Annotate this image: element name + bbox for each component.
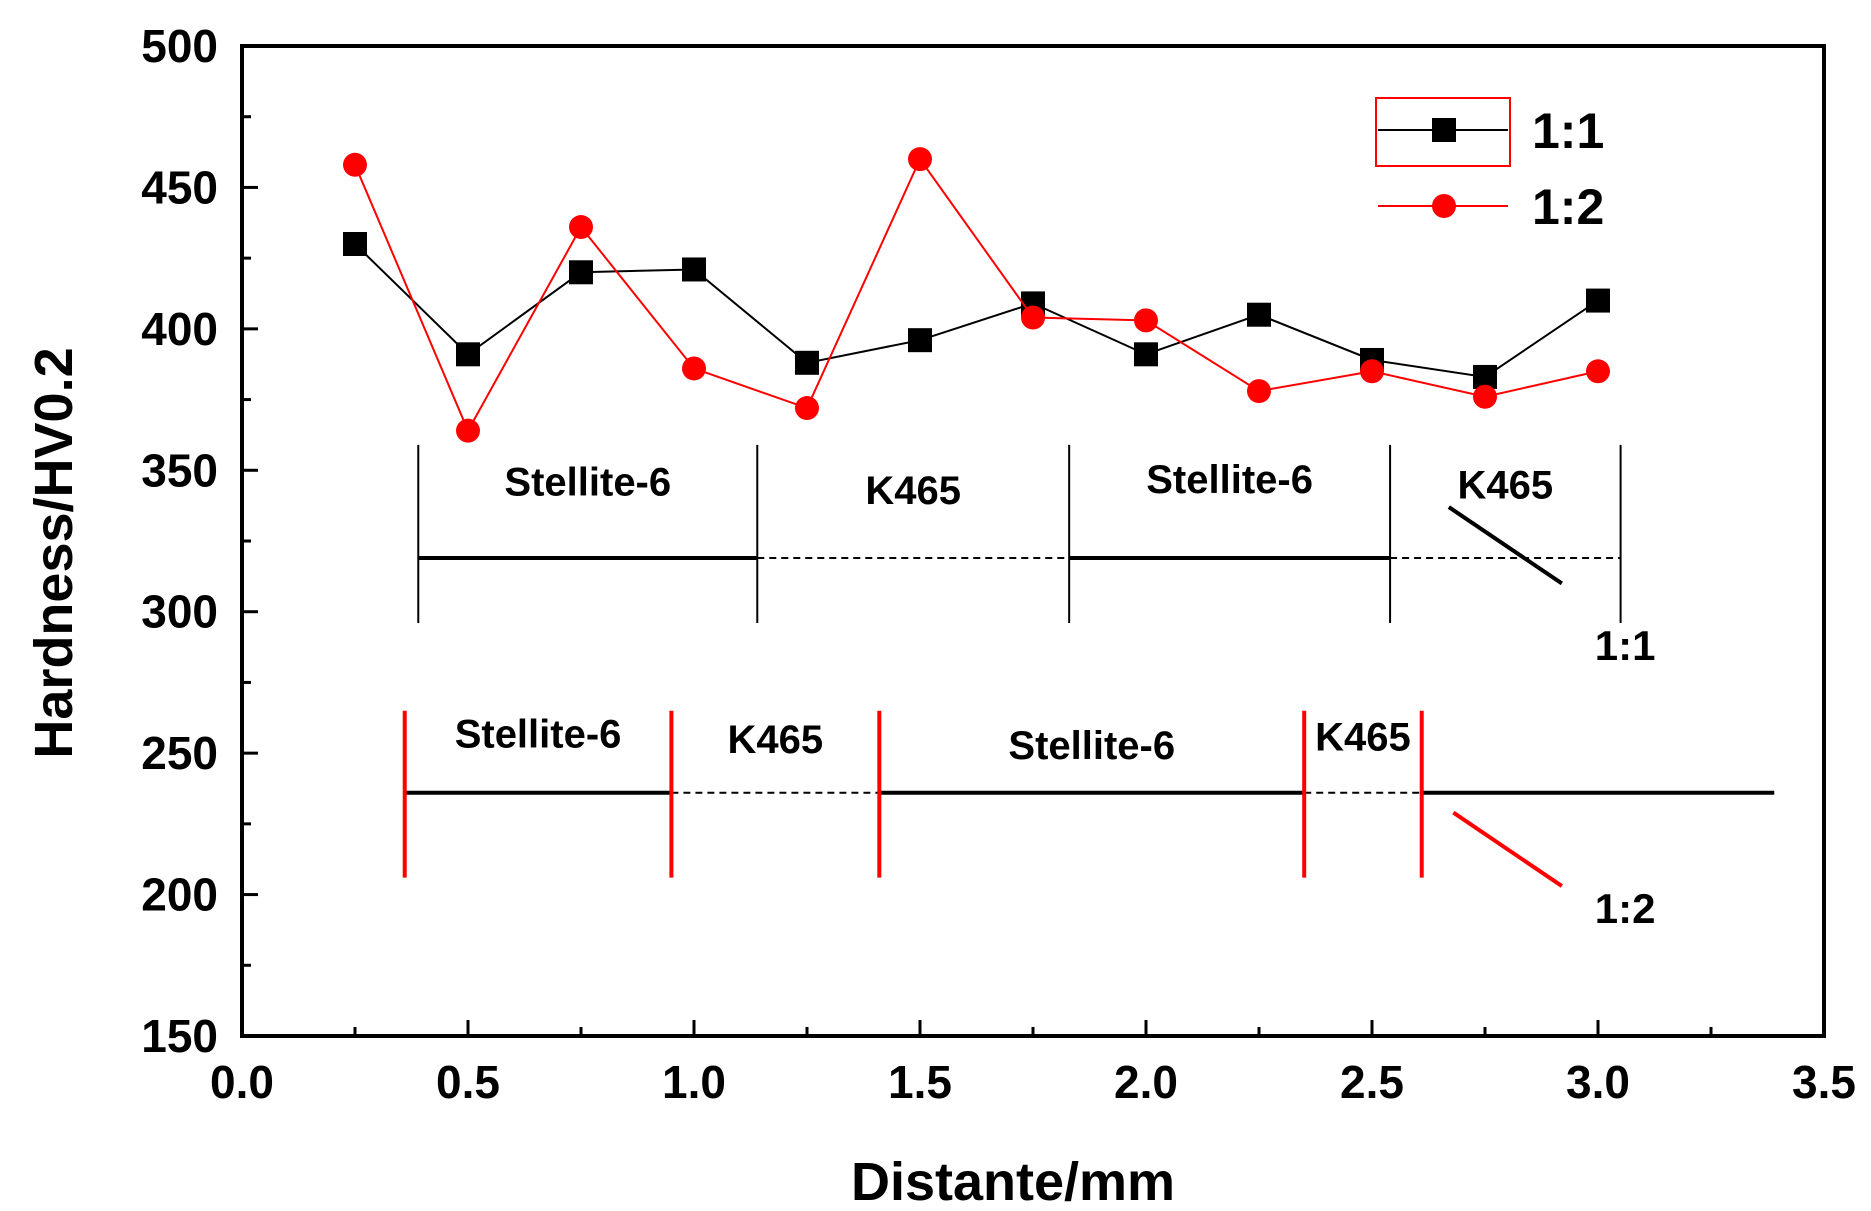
- data-point-1-2: [1247, 379, 1271, 404]
- data-series: [343, 147, 1610, 443]
- data-point-1-1: [682, 257, 706, 282]
- data-point-1-2: [569, 215, 593, 240]
- data-point-1-1: [456, 342, 480, 367]
- legend: 1:1 1:2: [1375, 97, 1604, 235]
- y-axis-ticks: 150 200 250 300 350 400 450 500: [141, 20, 258, 1062]
- callout-pointer: [1447, 505, 1563, 586]
- y-tick-label: 400: [141, 303, 218, 355]
- data-point-1-2: [795, 396, 819, 421]
- y-tick-label: 450: [141, 161, 218, 213]
- layer-segment-label: K465: [865, 469, 961, 513]
- data-point-1-1: [795, 350, 819, 375]
- y-tick-label: 150: [141, 1010, 218, 1062]
- data-point-1-2: [1473, 384, 1497, 409]
- y-tick-label: 300: [141, 586, 218, 638]
- layer-map-1-1: Stellite-6 K465 Stellite-6 K465 1:1: [417, 444, 1656, 669]
- layer-segment-label: K465: [1315, 715, 1411, 759]
- x-tick-label: 0.5: [436, 1056, 500, 1108]
- layer-segment-label: Stellite-6: [1146, 458, 1313, 502]
- data-point-1-1: [908, 328, 932, 353]
- x-tick-label: 0.0: [210, 1056, 274, 1108]
- data-point-1-2: [1360, 359, 1384, 384]
- y-tick-label: 350: [141, 444, 218, 496]
- x-tick-label: 1.5: [888, 1056, 952, 1108]
- x-tick-label: 3.0: [1566, 1056, 1630, 1108]
- layer-segment-label: K465: [728, 718, 824, 762]
- series-line-1-1: [354, 243, 1599, 378]
- x-tick-label: 3.5: [1792, 1056, 1856, 1108]
- x-tick-label: 1.0: [662, 1056, 726, 1108]
- series-line-1-2: [354, 157, 1599, 433]
- y-axis-title: Hardness/HV0.2: [24, 347, 84, 758]
- data-point-1-2: [1586, 359, 1610, 384]
- x-tick-label: 2.0: [1114, 1056, 1178, 1108]
- x-tick-label: 2.5: [1340, 1056, 1404, 1108]
- data-point-1-2: [908, 147, 932, 172]
- x-axis-title: Distante/mm: [851, 1152, 1175, 1211]
- data-point-1-1: [569, 260, 593, 285]
- x-axis-ticks: 0.0 0.5 1.0 1.5 2.0 2.5 3.0 3.5: [210, 1020, 1856, 1108]
- callout-pointer: [1452, 810, 1563, 888]
- layer-map-1-2: Stellite-6 K465 Stellite-6 K465 1:2: [402, 710, 1775, 932]
- legend-marker-1-2: [1432, 194, 1456, 218]
- data-point-1-1: [1247, 302, 1271, 327]
- layer-segment-label: K465: [1458, 464, 1554, 508]
- callout-label: 1:2: [1595, 885, 1656, 932]
- legend-label-1-1: 1:1: [1532, 103, 1604, 159]
- y-tick-label: 250: [141, 727, 218, 779]
- legend-label-1-2: 1:2: [1532, 179, 1604, 235]
- data-point-1-2: [1021, 305, 1045, 330]
- callout-label: 1:1: [1595, 622, 1656, 669]
- data-point-1-2: [682, 356, 706, 381]
- y-tick-label: 200: [141, 869, 218, 921]
- layer-segment-label: Stellite-6: [455, 712, 622, 756]
- data-point-1-1: [1586, 288, 1610, 313]
- data-point-1-2: [1134, 308, 1158, 333]
- layer-segment-label: Stellite-6: [504, 461, 671, 505]
- layer-segment-label: Stellite-6: [1008, 724, 1175, 768]
- legend-frame: [1375, 97, 1511, 167]
- data-point-1-2: [343, 152, 367, 177]
- data-point-1-1: [1134, 342, 1158, 367]
- data-point-1-2: [456, 418, 480, 443]
- data-point-1-1: [343, 232, 367, 256]
- legend-marker-1-1: [1432, 118, 1456, 142]
- y-tick-label: 500: [141, 20, 218, 72]
